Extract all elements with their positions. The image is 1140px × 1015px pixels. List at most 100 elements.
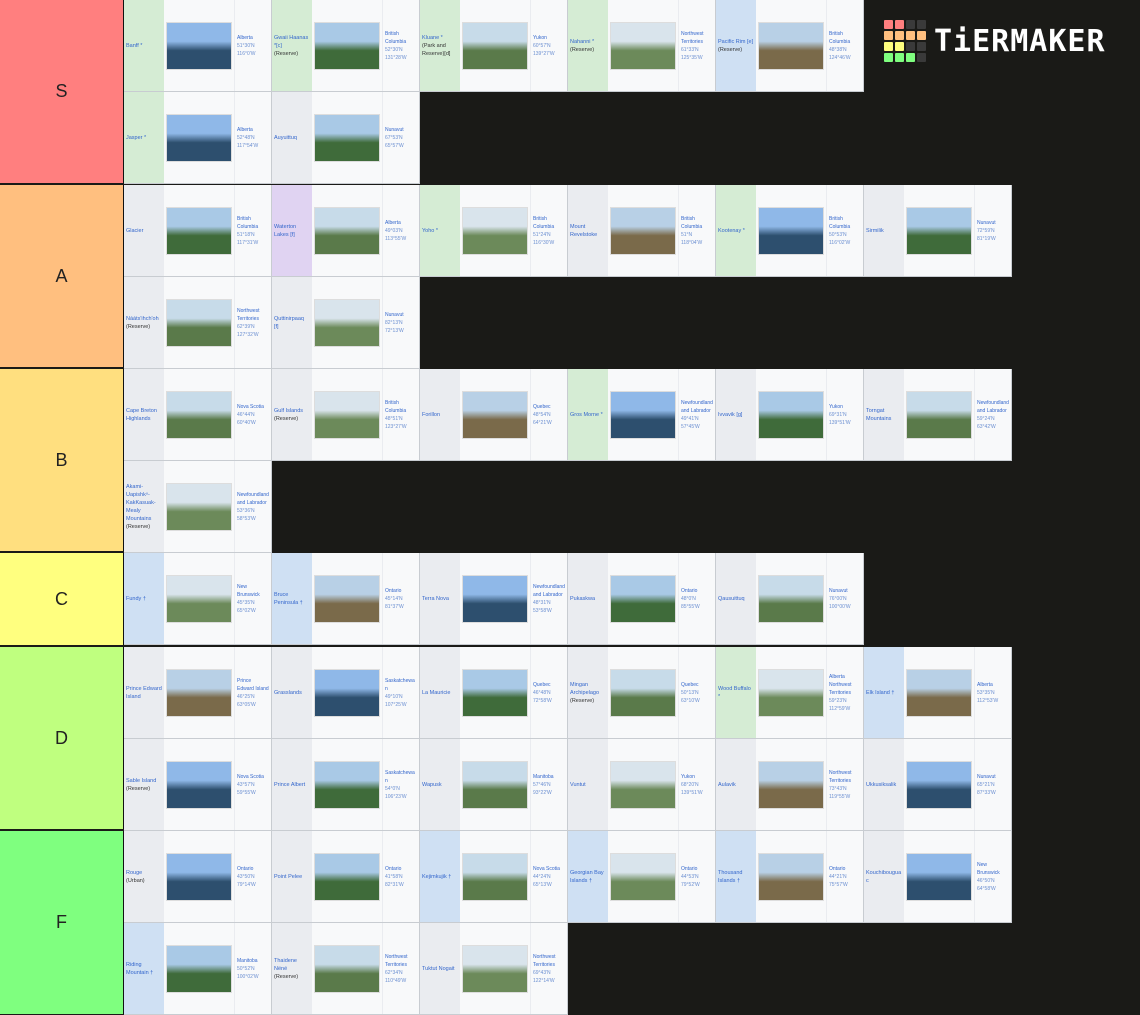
park-name-cell: Wood Buffalo * [716,647,756,738]
logo-square [917,31,926,40]
tier-label[interactable]: A [0,185,124,367]
tier-item-card[interactable]: Bruce Peninsula † Ontario 45°14′N 81°37′W [272,553,420,645]
park-name-cell: Prince Edward Island [124,647,164,738]
park-photo [460,739,530,830]
park-photo [312,739,382,830]
tier-item-card[interactable]: Wapusk Manitoba 57°46′N 93°22′W [420,739,568,831]
park-name-cell: Auyuittuq [272,92,312,183]
park-photo [460,185,530,276]
coordinates: 76°00′N 100°00′W [829,595,851,610]
tier-row-b: B Cape Breton Highlands Nova Scotia 46°44′N… [0,369,1140,553]
tier-item-card[interactable]: Cape Breton Highlands Nova Scotia 46°44′N … [124,369,272,461]
tier-item-card[interactable]: Sable Island (Reserve) Nova Scotia 43°57′N … [124,739,272,831]
park-name-cell: Vuntut [568,739,608,830]
tier-item-card[interactable]: Torngat Mountains Newfoundland and Labrad… [864,369,1012,461]
tier-item-card[interactable]: Quttinirpaaq [f] Nunavut 82°13′N 72°13′W [272,277,420,369]
park-name: Thaidene Nëné [274,957,297,972]
tier-item-card[interactable]: Kejimkujik † Nova Scotia 44°24′N 65°13′W [420,831,568,923]
tier-item-card[interactable]: Rouge (Urban) Ontario 43°50′N 79°14′W [124,831,272,923]
tier-item-card[interactable]: Mount Revelstoke British Columbia 51°N 118… [568,185,716,277]
tier-item-card[interactable]: Kluane * (Park and Reserve)[d] Yukon 60°57′… [420,0,568,92]
tier-item-card[interactable]: Yoho * British Columbia 51°24′N 116°30′W [420,185,568,277]
park-name: Riding Mountain † [126,961,154,976]
tier-item-card[interactable]: Wood Buffalo * Alberta Northwest Territor… [716,647,864,739]
coordinates: 48°31′N 53°58′W [533,599,552,614]
tier-item-card[interactable]: Prince Edward Island Prince Edward Island… [124,647,272,739]
tier-item-card[interactable]: Nahanni * (Reserve) Northwest Territories 6… [568,0,716,92]
tier-item-card[interactable]: Thousand Islands † Ontario 44°21′N 75°57′W [716,831,864,923]
tier-items: Cape Breton Highlands Nova Scotia 46°44′N … [124,369,1014,553]
location-cell: Alberta 53°35′N 112°53′W [974,647,1011,738]
coordinates: 62°34′N 110°49′W [385,969,407,984]
tier-item-card[interactable]: Mingan Archipelago (Reserve) Quebec 50°13′N… [568,647,716,739]
tier-item-card[interactable]: Glacier British Columbia 51°18′N 117°31′W [124,185,272,277]
coordinates: 43°57′N 59°55′W [237,781,256,796]
tier-item-card[interactable]: Pacific Rim [e] (Reserve) British Columbia… [716,0,864,92]
tier-item-card[interactable]: Thaidene Nëné (Reserve) Northwest Territor… [272,923,420,1015]
park-photo [608,647,678,738]
tier-item-card[interactable]: Fundy † New Brunswick 45°35′N 65°02′W [124,553,272,645]
tier-item-card[interactable]: Ivvavik [g] Yukon 69°31′N 139°51′W [716,369,864,461]
tier-item-card[interactable]: Grasslands Saskatchewan 49°10′N 107°25′W [272,647,420,739]
park-photo [164,739,234,830]
logo-square [906,53,915,62]
park-name: Kootenay * [718,227,745,234]
tier-item-card[interactable]: Nááts'ihch'oh (Reserve) Northwest Territor… [124,277,272,369]
coordinates: 48°51′N 123°27′W [385,415,407,430]
tier-label[interactable]: C [0,553,124,645]
tier-label[interactable]: S [0,0,124,183]
park-name: Mingan Archipelago [570,681,600,696]
tier-item-card[interactable]: Georgian Bay Islands † Ontario 44°53′N 79°… [568,831,716,923]
park-name-cell: Jasper * [124,92,164,183]
province: Ontario [385,587,402,594]
tier-item-card[interactable]: Point Pelee Ontario 41°58′N 82°31′W [272,831,420,923]
province: Nova Scotia [237,403,264,410]
park-designation: (Reserve) [126,785,151,792]
tier-item-card[interactable]: La Mauricie Quebec 46°48′N 72°58′W [420,647,568,739]
tier-item-card[interactable]: Gwaii Haanas *[c] (Reserve) British Columb… [272,0,420,92]
park-name: Gwaii Haanas *[c] [274,34,309,49]
tier-item-card[interactable]: Terra Nova Newfoundland and Labrador 48°31… [420,553,568,645]
tier-item-card[interactable]: Ukkusiksalik Nunavut 65°21′N 87°33′W [864,739,1012,831]
park-name: Yoho * [422,227,439,234]
tier-item-card[interactable]: Waterton Lakes [f] Alberta 49°03′N 113°55′… [272,185,420,277]
tier-label[interactable]: B [0,369,124,551]
park-name-cell: Thaidene Nëné (Reserve) [272,923,312,1014]
park-photo [312,185,382,276]
tier-item-card[interactable]: Riding Mountain † Manitoba 50°52′N 100°02′… [124,923,272,1015]
tier-item-card[interactable]: Prince Albert Saskatchewan 54°0′N 106°23′W [272,739,420,831]
tier-item-card[interactable]: Jasper * Alberta 52°48′N 117°54′W [124,92,272,184]
park-name-cell: Tuktut Nogait [420,923,460,1014]
park-name: Pacific Rim [e] [718,38,754,45]
tier-item-card[interactable]: Kootenay * British Columbia 50°53′N 116°02… [716,185,864,277]
tier-item-card[interactable]: Forillon Quebec 48°54′N 64°21′W [420,369,568,461]
tier-item-card[interactable]: Gros Morne * Newfoundland and Labrador 49°… [568,369,716,461]
park-name-cell: Pacific Rim [e] (Reserve) [716,0,756,91]
province: Newfoundland and Labrador [681,399,713,414]
tier-item-card[interactable]: Pukaskwa Ontario 48°0′N 85°55′W [568,553,716,645]
park-name-cell: Banff * [124,0,164,91]
tier-item-card[interactable]: Qausuittuq Nunavut 76°00′N 100°00′W [716,553,864,645]
tier-item-card[interactable]: Vuntut Yukon 68°20′N 139°51′W [568,739,716,831]
coordinates: 48°0′N 85°55′W [681,595,700,610]
tier-item-card[interactable]: Auyuittuq Nunavut 67°53′N 65°57′W [272,92,420,184]
park-photo [460,831,530,922]
tier-item-card[interactable]: Kouchibouguac New Brunswick 46°50′N 64°58′… [864,831,1012,923]
park-name: Fundy † [126,595,146,602]
coordinates: 51°24′N 116°30′W [533,231,555,246]
park-photo [460,553,530,644]
tier-item-card[interactable]: Aulavik Northwest Territories 73°43′N 119°… [716,739,864,831]
tier-label[interactable]: D [0,647,124,829]
tier-item-card[interactable]: Banff * Alberta 51°30′N 116°0′W [124,0,272,92]
tier-item-card[interactable]: Elk Island † Alberta 53°35′N 112°53′W [864,647,1012,739]
tier-item-card[interactable]: Tuktut Nogait Northwest Territories 69°43′… [420,923,568,1015]
location-cell: British Columbia 51°N 118°04′W [678,185,715,276]
tier-item-card[interactable]: Sirmilik Nunavut 72°59′N 81°19′W [864,185,1012,277]
tier-label[interactable]: F [0,831,124,1014]
park-name-cell: Mingan Archipelago (Reserve) [568,647,608,738]
tier-item-card[interactable]: Gulf Islands (Reserve) British Columbia 48°… [272,369,420,461]
park-name: Elk Island † [866,689,895,696]
park-name: Glacier [126,227,144,234]
park-name: Point Pelee [274,873,303,880]
tier-item-card[interactable]: Akami-Uapishkᵘ-KakKasuak-Mealy Mountains… [124,461,272,553]
